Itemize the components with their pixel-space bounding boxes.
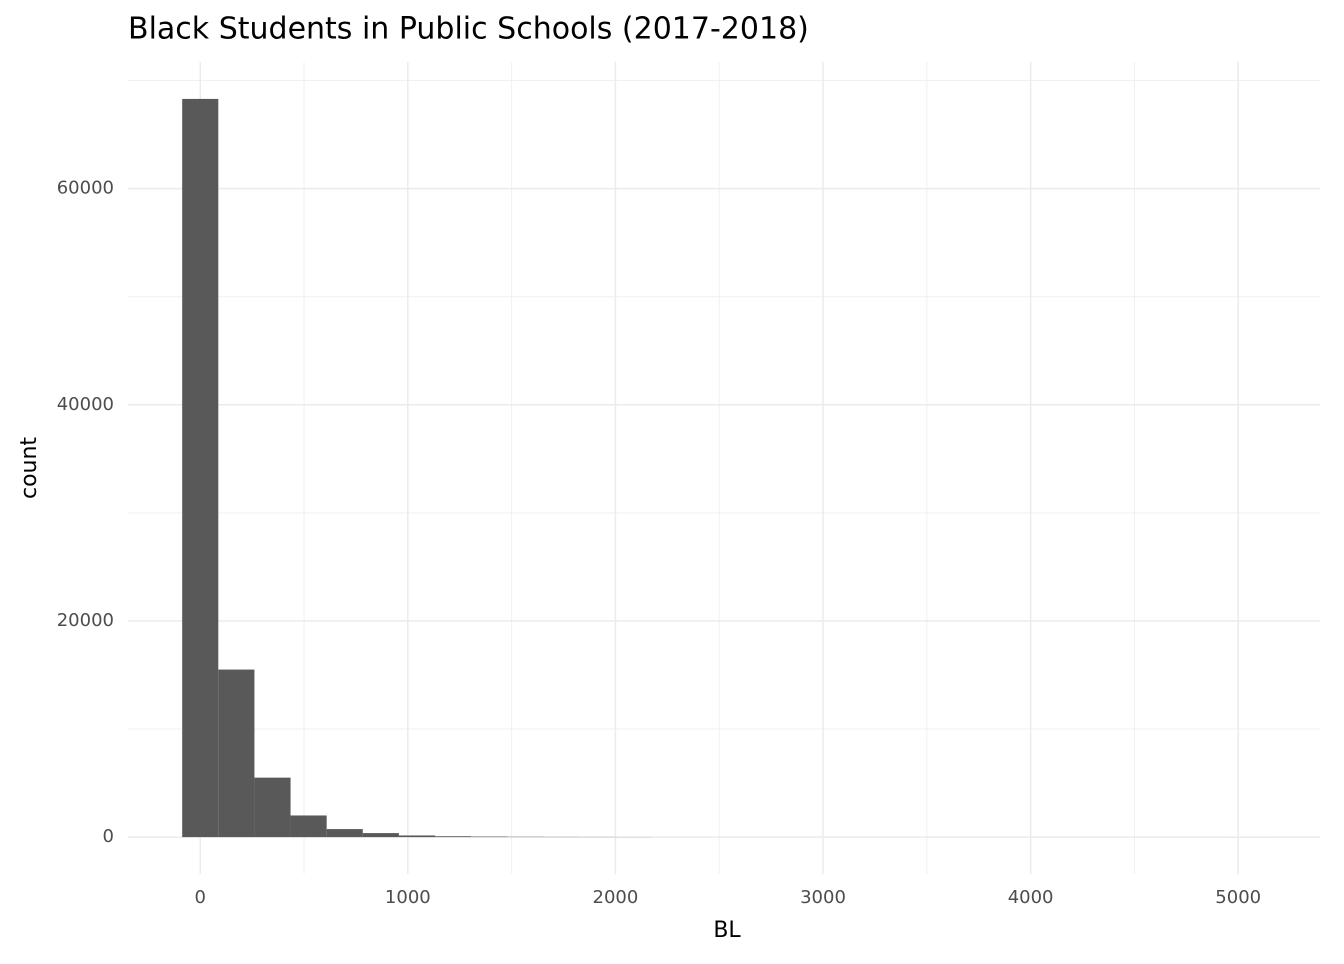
bar — [399, 835, 435, 837]
x-tick-label: 4000 — [1008, 887, 1054, 908]
x-tick-label: 2000 — [593, 887, 639, 908]
y-axis-label: count — [17, 437, 42, 499]
bar — [363, 833, 399, 837]
bar — [182, 99, 218, 837]
x-tick-label: 3000 — [800, 887, 846, 908]
y-tick-label: 20000 — [57, 610, 114, 631]
y-tick-label: 60000 — [57, 178, 114, 199]
bar — [218, 670, 254, 838]
bar — [254, 778, 290, 837]
bar — [291, 815, 327, 837]
chart-title: Black Students in Public Schools (2017-2… — [128, 12, 809, 47]
bar — [435, 836, 471, 837]
bar — [471, 837, 507, 838]
y-tick-label: 40000 — [57, 394, 114, 415]
y-tick-label: 0 — [103, 826, 114, 847]
bar — [327, 829, 363, 837]
x-axis-label: BL — [713, 918, 741, 943]
x-tick-label: 0 — [195, 887, 206, 908]
x-tick-label: 5000 — [1215, 887, 1261, 908]
x-tick-label: 1000 — [385, 887, 431, 908]
